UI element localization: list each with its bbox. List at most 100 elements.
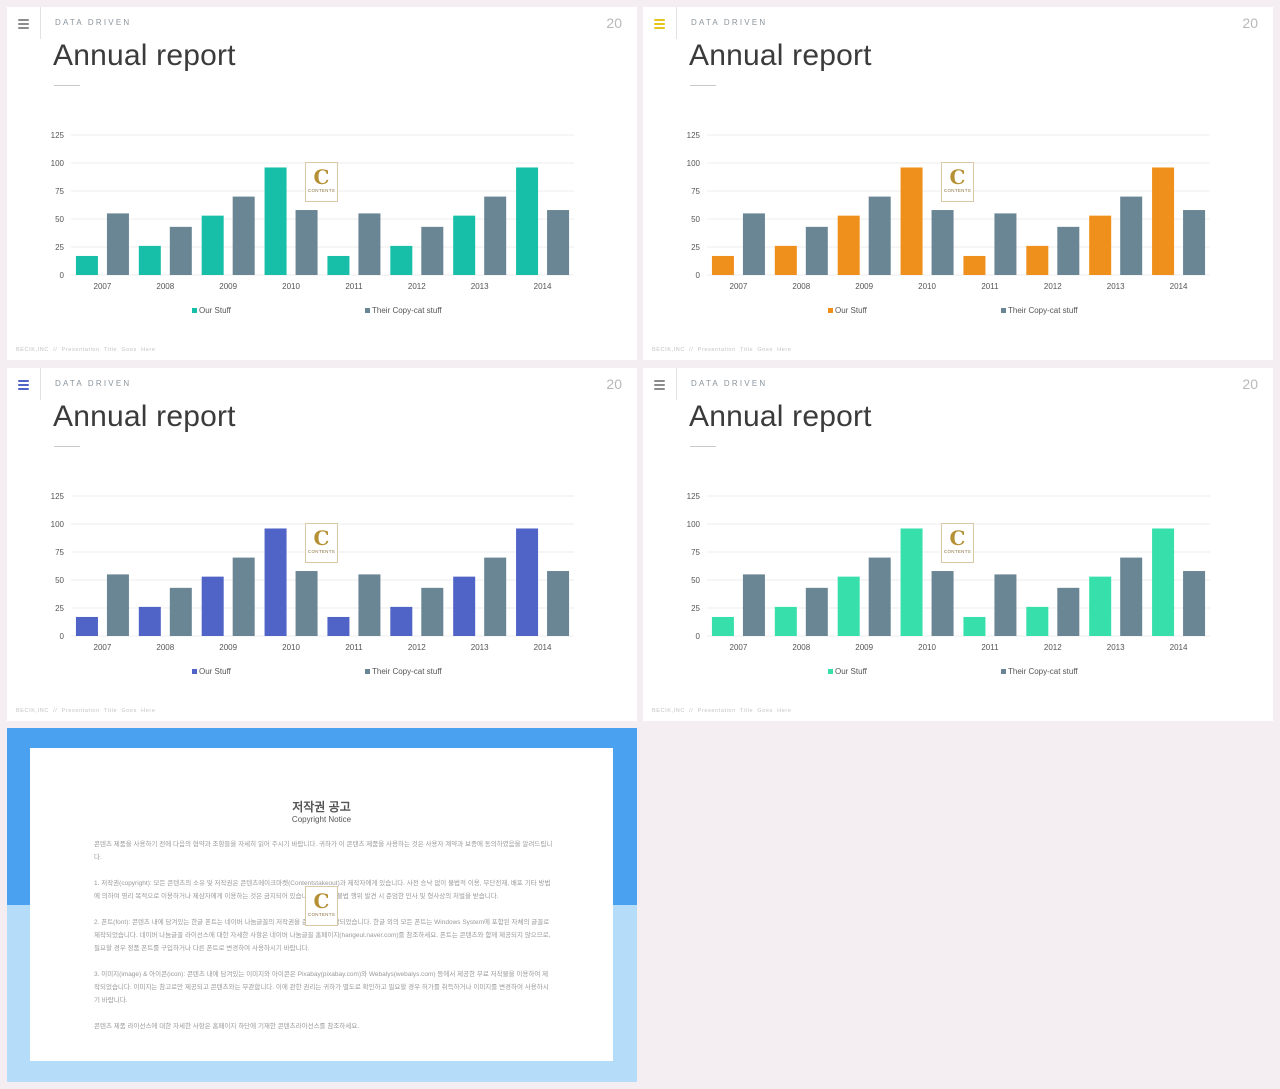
bar-copycat-stuff — [169, 587, 192, 636]
y-tick-label: 75 — [691, 548, 700, 557]
legend-swatch — [828, 308, 833, 313]
notice-title: 저작권 공고 — [292, 800, 351, 814]
y-tick-label: 125 — [687, 492, 701, 501]
annual-report-bar-chart: 0 25 50 75 100 125 2007 2008 2009 2010 2011 2012 201… — [51, 492, 574, 676]
x-tick-label: 2012 — [1044, 282, 1062, 291]
menu-icon[interactable] — [18, 380, 29, 390]
notice-paragraph: 콘텐츠 제품을 사용하기 전에 다음의 협약과 조항들을 자세히 읽어 주시기 … — [94, 841, 553, 861]
watermark-logo: C CONTENTS — [305, 523, 338, 563]
bar-copycat-stuff — [868, 557, 891, 636]
bar-copycat-stuff — [358, 574, 381, 636]
y-tick-label: 50 — [691, 215, 700, 224]
x-tick-label: 2012 — [408, 282, 426, 291]
x-tick-label: 2009 — [855, 282, 873, 291]
menu-icon[interactable] — [654, 19, 665, 29]
y-tick-label: 75 — [691, 187, 700, 196]
bar-copycat-stuff — [106, 213, 129, 275]
watermark-text: CONTENTS — [943, 549, 972, 554]
x-tick-label: 2008 — [792, 282, 810, 291]
bar-our-stuff — [837, 576, 860, 636]
bar-copycat-stuff — [1057, 226, 1080, 275]
watermark-text: CONTENTS — [943, 188, 972, 193]
notice-subtitle: Copyright Notice — [291, 815, 352, 824]
bar-our-stuff — [138, 606, 161, 636]
legend-swatch — [1001, 669, 1006, 674]
bar-copycat-stuff — [547, 210, 570, 275]
page-number: 20 — [1242, 15, 1258, 31]
x-tick-label: 2008 — [156, 643, 174, 652]
slide-title: Annual report — [689, 39, 872, 72]
page-number: 20 — [606, 376, 622, 392]
x-tick-label: 2010 — [918, 282, 936, 291]
bar-copycat-stuff — [1057, 587, 1080, 636]
bar-copycat-stuff — [742, 574, 765, 636]
title-underline — [690, 85, 716, 86]
bar-copycat-stuff — [805, 587, 828, 636]
slide-eyebrow: DATA DRIVEN — [55, 18, 132, 27]
watermark-text: CONTENTS — [307, 188, 336, 193]
bar-our-stuff — [75, 616, 98, 636]
x-tick-label: 2007 — [730, 282, 748, 291]
header-divider — [40, 7, 41, 39]
watermark-letter: C — [313, 889, 330, 913]
slide-footer: BECIK,INC // Presentation Title Goes Her… — [652, 347, 792, 353]
y-tick-label: 75 — [55, 187, 64, 196]
bar-our-stuff — [711, 616, 734, 636]
bar-copycat-stuff — [931, 571, 954, 636]
legend-label: Our Stuff — [199, 667, 232, 676]
bar-copycat-stuff — [1120, 557, 1143, 636]
bar-our-stuff — [1089, 576, 1112, 636]
bar-our-stuff — [201, 576, 224, 636]
x-tick-label: 2013 — [1107, 282, 1125, 291]
bar-our-stuff — [453, 215, 476, 275]
bar-our-stuff — [264, 167, 287, 275]
x-tick-label: 2012 — [1044, 643, 1062, 652]
bar-our-stuff — [774, 245, 797, 275]
y-tick-label: 50 — [691, 576, 700, 585]
y-tick-label: 50 — [55, 215, 64, 224]
bar-our-stuff — [963, 255, 986, 275]
bar-our-stuff — [1026, 245, 1049, 275]
legend-swatch — [828, 669, 833, 674]
watermark-letter: C — [949, 165, 966, 189]
chart-slide: DATA DRIVEN 20 Annual report 0 25 50 75 100 125 2… — [7, 368, 637, 721]
x-tick-label: 2014 — [534, 282, 552, 291]
slide-title: Annual report — [689, 400, 872, 433]
title-underline — [54, 446, 80, 447]
legend-swatch — [365, 669, 370, 674]
annual-report-bar-chart: 0 25 50 75 100 125 2007 2008 2009 2010 2011 2012 201… — [51, 131, 574, 315]
x-tick-label: 2014 — [534, 643, 552, 652]
x-tick-label: 2009 — [855, 643, 873, 652]
y-tick-label: 100 — [51, 520, 65, 529]
bar-copycat-stuff — [805, 226, 828, 275]
slide-eyebrow: DATA DRIVEN — [55, 379, 132, 388]
copyright-notice-slide: 저작권 공고 Copyright Notice 콘텐츠 제품을 사용하기 전에 … — [7, 728, 637, 1082]
bar-our-stuff — [201, 215, 224, 275]
header-divider — [676, 368, 677, 400]
x-tick-label: 2011 — [981, 282, 999, 291]
slide-eyebrow: DATA DRIVEN — [691, 379, 768, 388]
y-tick-label: 100 — [687, 159, 701, 168]
y-tick-label: 125 — [687, 131, 701, 140]
bar-our-stuff — [390, 245, 413, 275]
legend-label: Our Stuff — [835, 667, 868, 676]
y-tick-label: 25 — [691, 604, 700, 613]
bar-copycat-stuff — [994, 574, 1017, 636]
x-tick-label: 2011 — [345, 282, 363, 291]
x-tick-label: 2011 — [345, 643, 363, 652]
x-tick-label: 2011 — [981, 643, 999, 652]
bar-copycat-stuff — [742, 213, 765, 275]
x-tick-label: 2014 — [1170, 643, 1188, 652]
x-tick-label: 2009 — [219, 643, 237, 652]
bar-copycat-stuff — [295, 571, 318, 636]
bar-our-stuff — [774, 606, 797, 636]
bar-copycat-stuff — [232, 557, 255, 636]
menu-icon[interactable] — [654, 380, 665, 390]
watermark-logo: C CONTENTS — [941, 162, 974, 202]
bar-copycat-stuff — [421, 587, 444, 636]
bar-copycat-stuff — [295, 210, 318, 275]
x-tick-label: 2009 — [219, 282, 237, 291]
bar-copycat-stuff — [106, 574, 129, 636]
menu-icon[interactable] — [18, 19, 29, 29]
header-divider — [676, 7, 677, 39]
